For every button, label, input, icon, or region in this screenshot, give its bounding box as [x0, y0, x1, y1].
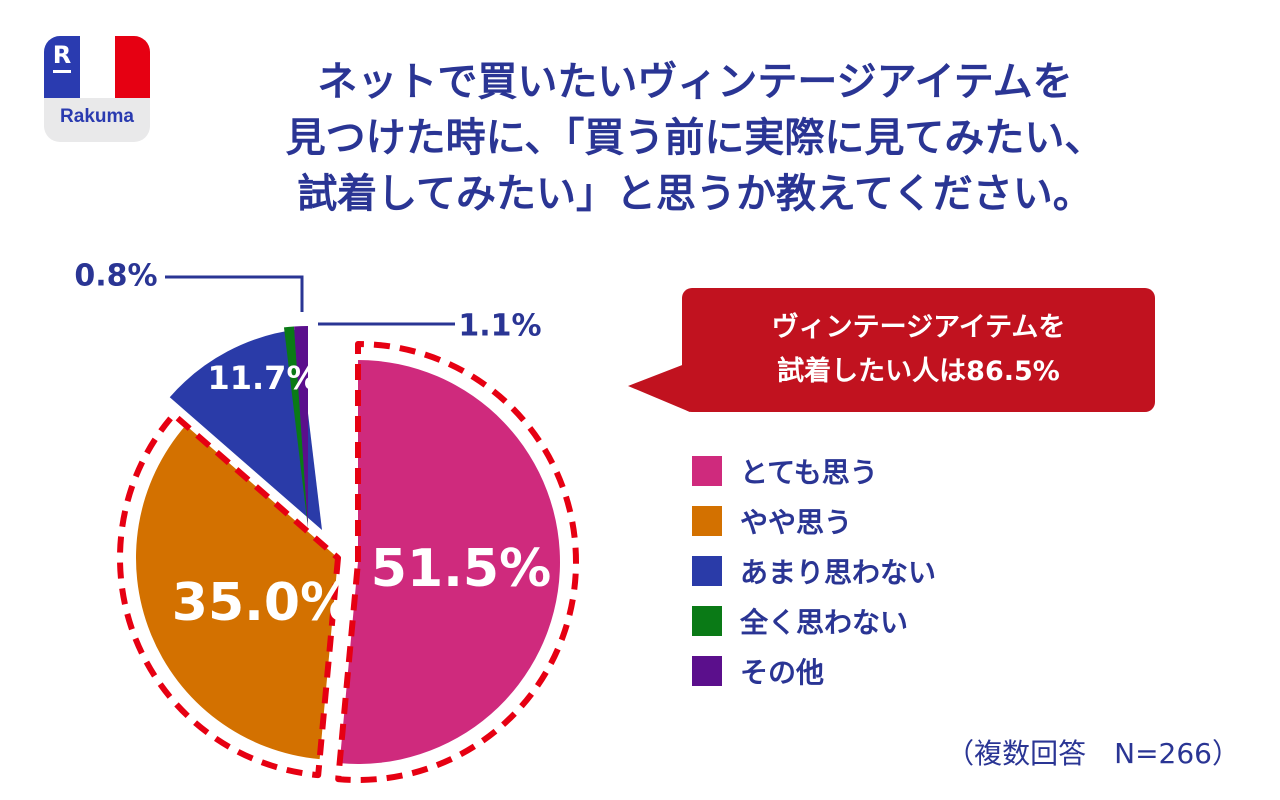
pie-slice	[283, 326, 308, 528]
legend-item-mattaku: 全く思わない	[692, 596, 936, 646]
legend-item-sonota: その他	[692, 646, 936, 696]
legend-swatch	[692, 456, 722, 486]
title-line: ネットで買いたいヴィンテージアイテムを	[317, 59, 1073, 105]
slice-value-label: 35.0%	[172, 573, 352, 633]
slice-value-label: 0.8%	[74, 259, 157, 294]
highlight-outline	[335, 341, 579, 783]
callout-box: ヴィンテージアイテムを 試着したい人は86.5%	[682, 288, 1155, 412]
pie-slice	[294, 326, 308, 528]
pie-slice	[135, 425, 338, 760]
page-title: ネットで買いたいヴィンテージアイテムを 見つけた時に、「買う前に実際に見てみたい…	[175, 54, 1215, 222]
legend-label: とても思う	[740, 456, 878, 489]
legend-swatch	[692, 556, 722, 586]
flag-blue-stripe	[44, 36, 80, 98]
legend-item-amari: あまり思わない	[692, 546, 936, 596]
flag-white-stripe	[80, 36, 115, 98]
legend-label: あまり思わない	[740, 556, 937, 589]
footnote: （複数回答 N=266）	[946, 737, 1240, 770]
slice-value-label: 1.1%	[458, 309, 541, 344]
legend-label: 全く思わない	[740, 606, 909, 639]
callout-line: ヴィンテージアイテムを	[771, 312, 1066, 343]
legend-item-totemo: とても思う	[692, 446, 936, 496]
slice-value-label: 11.7%	[207, 359, 318, 397]
legend-label: やや思う	[740, 506, 853, 539]
rakuma-logo: R Rakuma	[44, 36, 150, 142]
pie-slice	[169, 329, 322, 530]
logo-r-mark: R	[52, 41, 72, 69]
logo-r-underline	[53, 70, 71, 73]
legend-swatch	[692, 656, 722, 686]
callout-line: 試着したい人は86.5%	[777, 356, 1060, 387]
legend-label: その他	[740, 656, 825, 689]
slice-value-label: 51.5%	[371, 539, 551, 599]
legend-item-yaya: やや思う	[692, 496, 936, 546]
title-line: 見つけた時に、「買う前に実際に見てみたい、	[285, 115, 1105, 161]
logo-text: Rakuma	[60, 106, 134, 127]
title-line: 試着してみたい」と思うか教えてください。	[297, 171, 1093, 217]
legend-swatch	[692, 506, 722, 536]
legend-swatch	[692, 606, 722, 636]
pie-slice	[339, 360, 560, 764]
callout-pointer	[628, 362, 690, 412]
legend: とても思う やや思う あまり思わない 全く思わない その他	[692, 446, 936, 696]
leader-line	[165, 275, 304, 312]
flag-red-stripe	[115, 36, 150, 98]
highlight-outline	[117, 411, 341, 779]
